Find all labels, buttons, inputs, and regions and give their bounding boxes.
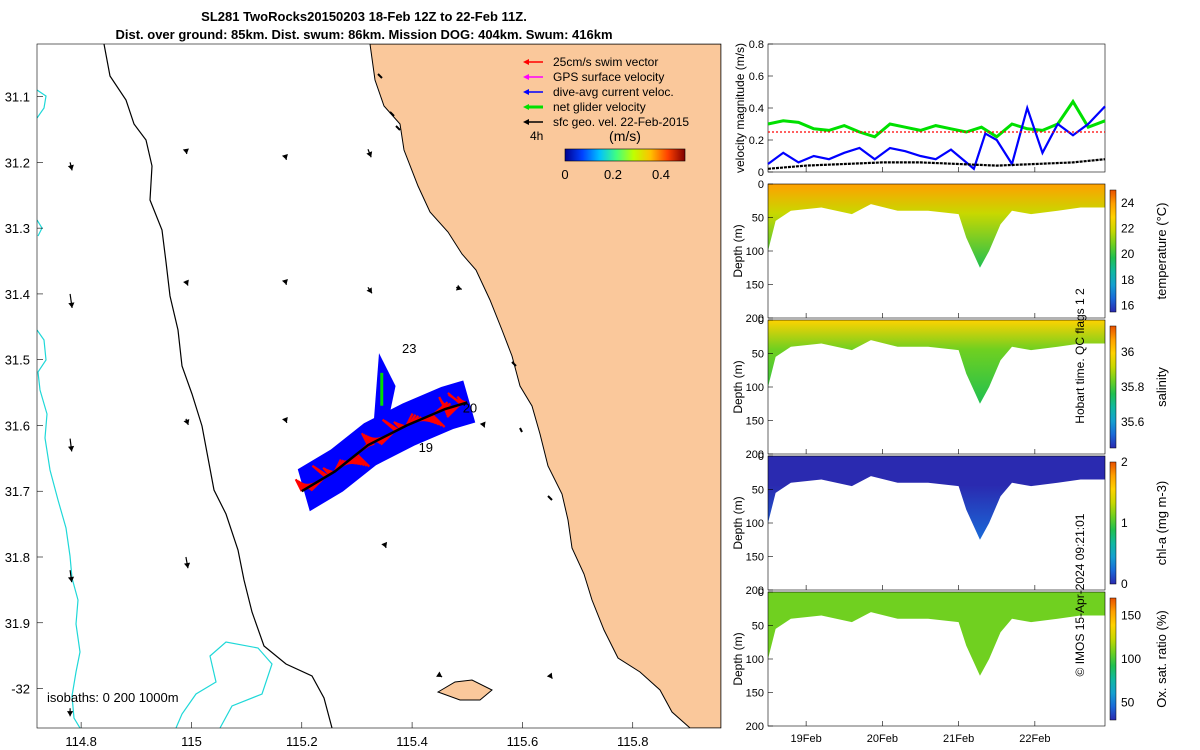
sfc-geo-arrowhead [67,445,75,452]
speed-colorbar [564,148,686,162]
map-y-tick-label: 31.2 [5,155,30,170]
legend-arrowhead [523,59,529,65]
sfc-geo-arrowhead [281,278,288,285]
sfc-geo-arrowhead [68,302,75,308]
legend-arrowhead [523,89,529,95]
map-x-tick-label: 115.2 [286,734,318,749]
sfc-geo-arrowhead [366,287,372,294]
sfc-geo-arrowhead [183,279,189,286]
dive-avg-current-envelope [297,380,476,512]
swim-vector [431,413,446,428]
legend-label: sfc geo. vel. 22-Feb-2015 [553,115,689,129]
colorbar-units: (m/s) [609,128,641,144]
swim-vector [393,420,402,430]
figure-title-line2: Dist. over ground: 85km. Dist. swum: 86k… [115,27,613,42]
colorbar-tick-label: 0.4 [652,167,670,182]
qc-flags-note: Hobart time. QC flags 1 2 [1073,288,1087,424]
map-y-tick-label: 31.3 [5,221,30,236]
map-x-tick-label: 115.4 [396,734,428,749]
swim-vector [354,454,368,467]
legend-label: 25cm/s swim vector [553,55,658,69]
dive-avg-current-lobe [373,353,396,426]
land-mass [369,44,721,728]
map-y-tick-label: 31.8 [5,550,30,565]
sfc-geo-arrowhead [67,576,75,583]
sfc-geo-arrowhead [546,672,553,679]
sfc-geo-arrowhead [183,418,190,425]
sfc-geo-arrowhead [67,711,74,717]
isobath-200m [103,44,333,728]
sfc-geo-arrowhead [67,164,74,171]
colorbar-tick-label: 0 [561,167,568,182]
swim-vector [447,393,464,405]
legend-arrowhead [523,104,529,110]
sfc-geo-arrowhead [282,416,288,423]
map-y-tick-label: 31.4 [5,287,30,302]
figure-title-line1: SL281 TwoRocks20150203 18-Feb 12Z to 22-… [201,9,527,24]
legend-label: GPS surface velocity [553,70,664,84]
time-tag: 4h [530,129,543,143]
swim-vector [383,419,399,431]
map-y-tick-label: -32 [11,682,30,697]
sfc-geo-arrowhead [183,562,191,569]
sfc-geo-arrowhead [366,151,373,158]
sfc-geo-arrowhead [455,284,462,291]
map-y-tick-label: 31.7 [5,484,30,499]
imos-credit: © IMOS 15-Apr-2024 09:21:01 [1073,513,1087,677]
map-x-tick-label: 114.8 [65,734,97,749]
glider-track-line [301,401,468,493]
swim-vector [313,465,329,477]
legend-arrowhead [523,74,529,80]
swim-vector [405,412,414,426]
swim-vector [360,432,369,446]
map-x-tick-label: 115.8 [617,734,649,749]
island [436,679,493,701]
swim-vector [429,414,443,427]
swim-vector [364,434,374,444]
sfc-geo-arrowhead [281,153,288,160]
legend-label: net glider velocity [553,100,646,114]
map-x-tick-label: 115 [181,734,202,749]
swim-vector [426,415,440,426]
coast-islets [377,73,553,501]
map-y-tick-label: 31.1 [5,90,30,105]
legend-arrowhead [523,119,529,125]
track-day-label: 19 [419,440,433,455]
swim-vector [446,403,461,418]
sfc-geo-arrowhead [436,671,443,677]
map-x-tick-label: 115.6 [507,734,539,749]
track-day-label: 20 [463,400,477,415]
swim-vector [355,453,371,468]
sfc-geo-arrowhead [182,148,189,155]
isobath-legend: isobaths: 0 200 1000m [47,690,179,705]
sfc-geo-arrowhead [381,541,388,548]
track-day-label: 23 [402,341,416,356]
colorbar-tick-label: 0.2 [604,167,622,182]
map-y-tick-label: 31.5 [5,353,30,368]
map-y-tick-label: 31.9 [5,616,30,631]
sfc-geo-arrowhead [479,421,486,428]
map-y-tick-label: 31.6 [5,418,30,433]
swim-vector [350,457,363,466]
legend-label: dive-avg current veloc. [553,85,674,99]
swim-vector [352,456,365,467]
